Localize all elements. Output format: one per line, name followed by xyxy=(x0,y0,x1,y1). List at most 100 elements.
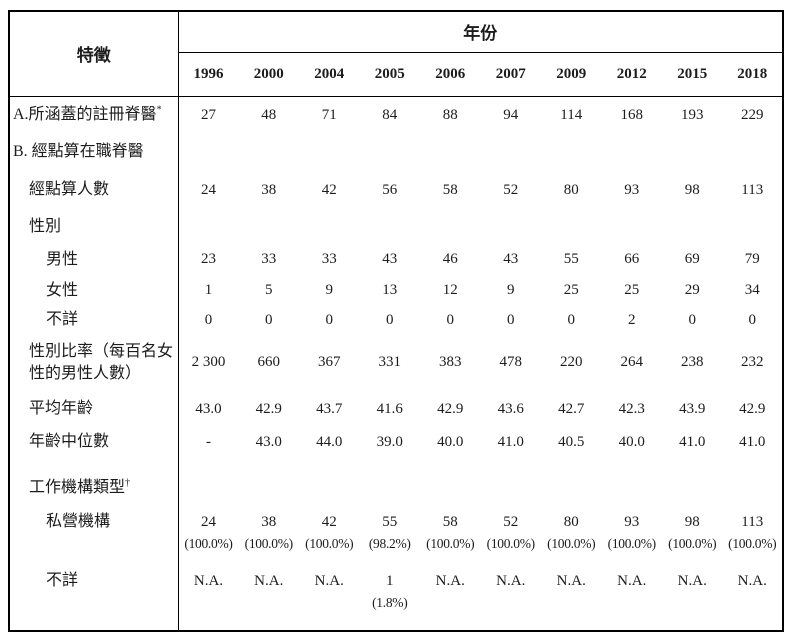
table-cell: 42 (100.0%) xyxy=(305,514,354,551)
row-label-worktype: 工作機構類型† xyxy=(9,457,179,506)
table-cell: 1 xyxy=(204,282,213,298)
table-cell: 38 xyxy=(261,181,277,198)
table-cell: 79 xyxy=(744,251,760,267)
table-cell: 12 xyxy=(442,282,458,298)
table-cell: 80 (100.0%) xyxy=(547,514,596,551)
year-column-header: 2009 xyxy=(541,52,602,97)
table-cell: 98 (100.0%) xyxy=(668,514,717,551)
table-cell: 42.3 xyxy=(618,400,645,417)
table-cell: 39.0 xyxy=(376,433,403,450)
table-cell: N.A. xyxy=(737,573,767,589)
table-cell: 0 xyxy=(446,311,455,328)
table-cell: N.A. xyxy=(617,573,647,589)
year-column-header: 1996 xyxy=(178,52,239,97)
table-cell: 27 xyxy=(201,106,216,123)
table-cell: 29 xyxy=(684,282,700,298)
table-cell: 25 xyxy=(563,282,579,298)
table-cell: 23 xyxy=(201,251,216,267)
table-cell: 220 xyxy=(560,354,583,370)
table-cell: 2 300 xyxy=(191,354,226,370)
table-cell: N.A. xyxy=(435,573,465,589)
table-cell: 24 (100.0%) xyxy=(184,514,233,551)
table-cell: N.A. xyxy=(496,573,526,589)
row-label-sex: 性別 xyxy=(9,210,179,244)
asterisk-footnote-marker: * xyxy=(156,104,162,116)
table-cell: 1 (1.8%) xyxy=(372,573,408,610)
table-cell: 0 xyxy=(688,311,697,328)
row-label-male: 男性 xyxy=(9,244,179,275)
row-label-mean-age: 平均年齡 xyxy=(9,391,179,427)
table-cell: N.A. xyxy=(556,573,586,589)
table-cell: 168 xyxy=(620,106,644,123)
table-cell: 41.0 xyxy=(679,433,706,450)
table-cell: 43.7 xyxy=(316,400,343,417)
table-cell: N.A. xyxy=(254,573,284,589)
table-cell: 43.0 xyxy=(195,400,222,417)
year-column-header: 2012 xyxy=(601,52,662,97)
table-cell: 2 xyxy=(628,311,636,328)
table-cell: 43 xyxy=(382,251,398,267)
table-cell: 113 xyxy=(741,181,764,198)
table-cell: 264 xyxy=(620,354,644,370)
header-row-year-group: 特徵 年份 xyxy=(9,11,784,97)
table-cell: 98 xyxy=(684,181,700,198)
table-cell: 0 xyxy=(507,311,515,328)
table-cell: 114 xyxy=(560,106,583,123)
table-cell: 58 xyxy=(442,181,458,198)
year-column-header: 2018 xyxy=(722,52,784,97)
table-cell: 383 xyxy=(439,354,462,370)
table-row-sex-ratio: 性別比率（每百名女性的男性人數） 2 300 660 367 331 383 4… xyxy=(9,334,783,391)
characteristics-header: 特徵 xyxy=(9,11,179,97)
table-cell: 84 xyxy=(382,106,398,123)
table-cell: 52 xyxy=(503,181,519,198)
table-cell: 43.6 xyxy=(497,400,524,417)
table-row-worktype-header: 工作機構類型† xyxy=(9,457,783,506)
table-row-male: 男性 23 33 33 43 46 43 55 66 69 79 xyxy=(9,244,783,275)
table-cell: 42.7 xyxy=(558,400,585,417)
table-cell: 46 xyxy=(442,251,458,267)
table-cell: 55 (98.2%) xyxy=(368,514,411,551)
table-cell: 33 xyxy=(261,251,277,267)
table-cell: N.A. xyxy=(314,573,344,589)
table-cell: 41.0 xyxy=(739,433,766,450)
table-cell: 9 xyxy=(507,282,515,298)
table-cell: 367 xyxy=(318,354,341,370)
table-cell: 44.0 xyxy=(316,433,343,450)
year-column-header: 2004 xyxy=(299,52,360,97)
table-cell: 69 xyxy=(684,251,700,267)
table-row-worktype-unknown: 不詳 N.A. N.A. N.A. 1 (1.8%) N.A. N.A. N.A.… xyxy=(9,561,783,631)
table-cell: 94 xyxy=(503,106,519,123)
table-cell: 24 xyxy=(201,181,216,198)
table-cell: 38 (100.0%) xyxy=(244,514,294,551)
table-row-enumerated-header: B. 經點算在職脊醫 xyxy=(9,134,783,170)
table-cell: 0 xyxy=(386,311,394,328)
table-cell: 0 xyxy=(204,311,213,328)
table-cell: 232 xyxy=(741,354,764,370)
table-cell: 71 xyxy=(321,106,337,123)
table-cell: 113 (100.0%) xyxy=(728,514,777,551)
table-cell: 58 (100.0%) xyxy=(426,514,475,551)
table-cell: 5 xyxy=(265,282,273,298)
table-cell: 13 xyxy=(382,282,398,298)
table-cell: 93 xyxy=(624,181,640,198)
table-cell: 34 xyxy=(744,282,760,298)
table-row-private: 私營機構 24 (100.0%) 38 (100.0%) 42 (100.0%) 55… xyxy=(9,506,783,561)
table-row-sex-unknown: 不詳 0 0 0 0 0 0 0 2 0 0 xyxy=(9,306,783,334)
table-cell: 229 xyxy=(741,106,764,123)
row-label-counted: 經點算人數 xyxy=(9,170,179,210)
table-cell: 41.0 xyxy=(497,433,524,450)
row-label-covered: A.所涵蓋的註冊脊醫* xyxy=(9,96,179,134)
table-row-median-age: 年齡中位數 - 43.0 44.0 39.0 40.0 41.0 40.5 40… xyxy=(9,427,783,457)
table-cell: 66 xyxy=(624,251,640,267)
year-group-header: 年份 xyxy=(178,11,784,53)
table-cell: 0 xyxy=(567,311,576,328)
table-cell: 42 xyxy=(321,181,337,198)
table-cell: 0 xyxy=(748,311,757,328)
table-cell: 56 xyxy=(382,181,398,198)
row-label-sex-ratio: 性別比率（每百名女性的男性人數） xyxy=(9,334,179,391)
header-row-years: 1996 2000 2004 2005 2006 2007 2009 2012 … xyxy=(9,52,784,97)
table-cell: 88 xyxy=(442,106,458,123)
table-cell: 43.0 xyxy=(255,433,282,450)
table-cell: 52 (100.0%) xyxy=(486,514,536,551)
table-row-female: 女性 1 5 9 13 12 9 25 25 29 34 xyxy=(9,275,783,306)
